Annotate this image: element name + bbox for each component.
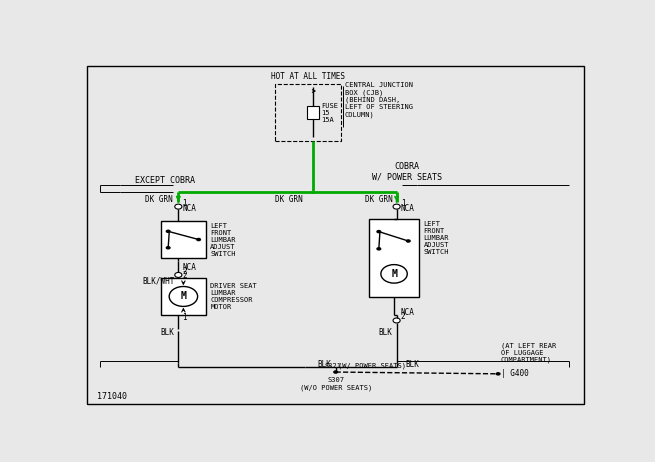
- Circle shape: [311, 191, 315, 194]
- Text: BLK: BLK: [318, 360, 331, 369]
- Circle shape: [166, 246, 171, 249]
- Text: DK GRN: DK GRN: [145, 195, 173, 204]
- Text: S321: S321: [325, 363, 342, 369]
- Circle shape: [175, 204, 182, 209]
- Circle shape: [393, 318, 400, 323]
- Text: BLK: BLK: [379, 328, 392, 337]
- Text: HOT AT ALL TIMES: HOT AT ALL TIMES: [271, 72, 345, 81]
- Circle shape: [376, 247, 381, 250]
- Text: S307
(W/O POWER SEATS): S307 (W/O POWER SEATS): [299, 377, 372, 391]
- Bar: [369, 219, 419, 298]
- Bar: [307, 105, 319, 119]
- Text: BLK: BLK: [160, 328, 174, 337]
- Circle shape: [166, 230, 171, 233]
- Text: 2: 2: [182, 267, 187, 276]
- Bar: [275, 84, 341, 141]
- Text: NCA: NCA: [182, 262, 196, 272]
- Circle shape: [333, 370, 338, 374]
- Text: 1: 1: [401, 199, 405, 207]
- Text: DK GRN: DK GRN: [365, 195, 392, 204]
- Text: NCA: NCA: [182, 204, 196, 213]
- Text: DK GRN: DK GRN: [275, 195, 303, 204]
- Text: 1: 1: [182, 314, 187, 322]
- Circle shape: [169, 286, 198, 306]
- Text: EXCEPT COBRA: EXCEPT COBRA: [135, 176, 195, 185]
- Circle shape: [496, 372, 500, 376]
- Text: 1: 1: [182, 199, 187, 207]
- Bar: [160, 278, 206, 315]
- Text: BLK: BLK: [405, 360, 419, 369]
- Bar: [160, 221, 206, 258]
- Text: | G400: | G400: [500, 369, 529, 378]
- Circle shape: [405, 239, 411, 243]
- Text: 171040: 171040: [97, 392, 127, 401]
- Text: CENTRAL JUNCTION
BOX (CJB)
(BEHIND DASH,
LEFT OF STEERING
COLUMN): CENTRAL JUNCTION BOX (CJB) (BEHIND DASH,…: [345, 82, 413, 118]
- Text: DRIVER SEAT
LUMBAR
COMPRESSOR
MOTOR: DRIVER SEAT LUMBAR COMPRESSOR MOTOR: [210, 283, 257, 310]
- Text: 2: 2: [182, 272, 187, 280]
- Text: COBRA
W/ POWER SEATS: COBRA W/ POWER SEATS: [372, 162, 441, 182]
- Text: NCA: NCA: [401, 204, 415, 213]
- Circle shape: [175, 273, 182, 277]
- Text: (AT LEFT REAR
OF LUGGAGE
COMPARTMENT): (AT LEFT REAR OF LUGGAGE COMPARTMENT): [500, 342, 556, 363]
- Text: 2: 2: [401, 312, 405, 321]
- Circle shape: [196, 238, 201, 241]
- Text: M: M: [391, 269, 397, 279]
- Text: BLK/WHT: BLK/WHT: [142, 277, 174, 286]
- Circle shape: [376, 230, 381, 233]
- Text: M: M: [181, 292, 186, 301]
- Text: NCA: NCA: [401, 308, 415, 317]
- Text: LEFT
FRONT
LUMBAR
ADJUST
SWITCH: LEFT FRONT LUMBAR ADJUST SWITCH: [424, 221, 449, 255]
- Circle shape: [381, 265, 407, 283]
- Text: FUSE
15
15A: FUSE 15 15A: [321, 103, 338, 123]
- Text: (W/ POWER SEATS): (W/ POWER SEATS): [338, 363, 406, 369]
- Circle shape: [393, 204, 400, 209]
- Text: LEFT
FRONT
LUMBAR
ADJUST
SWITCH: LEFT FRONT LUMBAR ADJUST SWITCH: [210, 223, 236, 256]
